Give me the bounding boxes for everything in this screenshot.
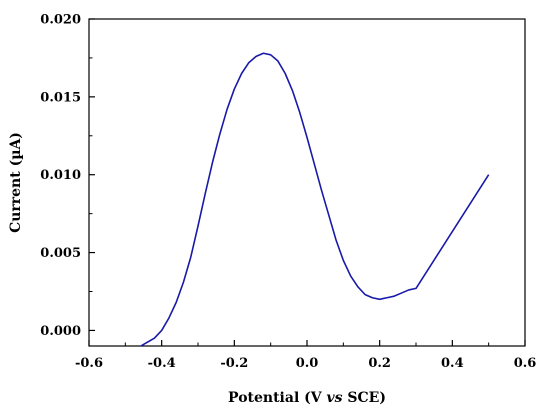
plot-frame [88, 18, 526, 347]
y-tick-label: 0.000 [40, 324, 81, 339]
x-tick-label: 0.0 [296, 356, 319, 371]
x-tick-label: -0.4 [148, 356, 176, 371]
x-tick-label: -0.6 [75, 356, 103, 371]
x-tick-label: -0.2 [220, 356, 248, 371]
y-tick-label: 0.015 [40, 90, 81, 105]
y-tick-label: 0.005 [40, 246, 81, 261]
x-tick-label: 0.6 [514, 356, 537, 371]
y-axis: 0.000 0.005 0.010 0.015 0.020 [40, 13, 95, 339]
y-tick-label: 0.020 [40, 13, 81, 28]
x-tick-label: 0.4 [441, 356, 464, 371]
y-axis-title: Current (µA) [8, 132, 24, 233]
series-line [139, 52, 490, 346]
x-axis-title: Potential (V vs SCE) [228, 390, 386, 406]
x-axis: -0.6 -0.4 -0.2 0.0 0.2 0.4 0.6 [75, 340, 536, 371]
y-tick-label: 0.010 [40, 168, 81, 183]
x-tick-label: 0.2 [368, 356, 391, 371]
